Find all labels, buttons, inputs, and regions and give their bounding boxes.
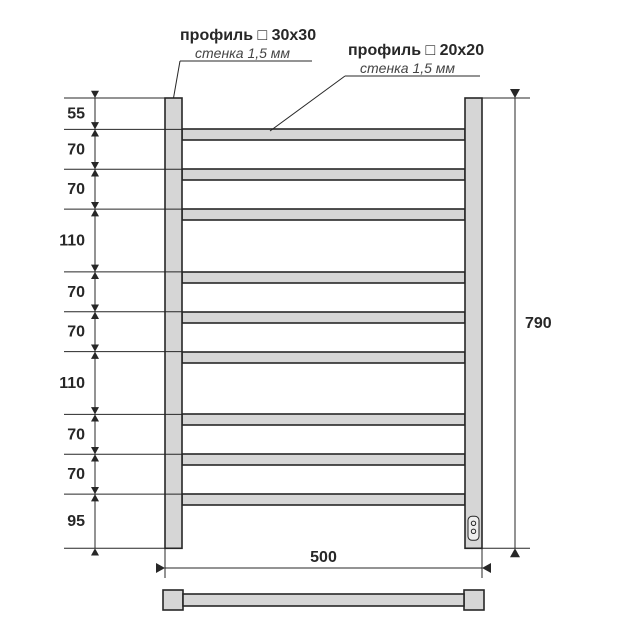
rung-5 bbox=[182, 312, 465, 323]
arrowhead bbox=[91, 344, 99, 351]
rung-4 bbox=[182, 272, 465, 283]
side-right-post bbox=[464, 590, 484, 610]
arrowhead bbox=[91, 447, 99, 454]
leader bbox=[174, 61, 181, 98]
rung-7 bbox=[182, 414, 465, 425]
rung-2 bbox=[182, 169, 465, 180]
arrowhead bbox=[156, 563, 165, 573]
spacing-label-1: 70 bbox=[67, 141, 85, 158]
height-label: 790 bbox=[525, 315, 552, 332]
leader bbox=[270, 76, 345, 131]
width-label: 500 bbox=[310, 549, 337, 566]
arrowhead bbox=[91, 91, 99, 98]
arrowhead bbox=[510, 548, 520, 557]
control-pad bbox=[468, 516, 479, 540]
rung-label-title: профиль □ 20х20 bbox=[348, 42, 484, 59]
rung-9 bbox=[182, 494, 465, 505]
side-left-post bbox=[163, 590, 183, 610]
rung-1 bbox=[182, 129, 465, 140]
rung-8 bbox=[182, 454, 465, 465]
spacing-label-5: 70 bbox=[67, 324, 85, 341]
spacing-label-0: 55 bbox=[67, 106, 85, 123]
right-post bbox=[465, 98, 482, 548]
arrowhead bbox=[91, 305, 99, 312]
arrowhead bbox=[510, 89, 520, 98]
spacing-label-8: 70 bbox=[67, 466, 85, 483]
post-label-title: профиль □ 30х30 bbox=[180, 27, 316, 44]
spacing-label-6: 110 bbox=[59, 375, 85, 392]
spacing-label-7: 70 bbox=[67, 426, 85, 443]
arrowhead bbox=[482, 563, 491, 573]
arrowhead bbox=[91, 407, 99, 414]
spacing-label-2: 70 bbox=[67, 181, 85, 198]
arrowhead bbox=[91, 548, 99, 555]
arrowhead bbox=[91, 122, 99, 129]
arrowhead bbox=[91, 487, 99, 494]
spacing-label-9: 95 bbox=[67, 513, 85, 530]
arrowhead bbox=[91, 265, 99, 272]
left-post bbox=[165, 98, 182, 548]
arrowhead bbox=[91, 162, 99, 169]
rung-label-sub: стенка 1,5 мм bbox=[360, 60, 455, 76]
spacing-label-3: 110 bbox=[59, 233, 85, 250]
rung-3 bbox=[182, 209, 465, 220]
rung-6 bbox=[182, 352, 465, 363]
side-rung bbox=[183, 594, 464, 606]
post-label-sub: стенка 1,5 мм bbox=[195, 45, 290, 61]
arrowhead bbox=[91, 202, 99, 209]
spacing-label-4: 70 bbox=[67, 284, 85, 301]
